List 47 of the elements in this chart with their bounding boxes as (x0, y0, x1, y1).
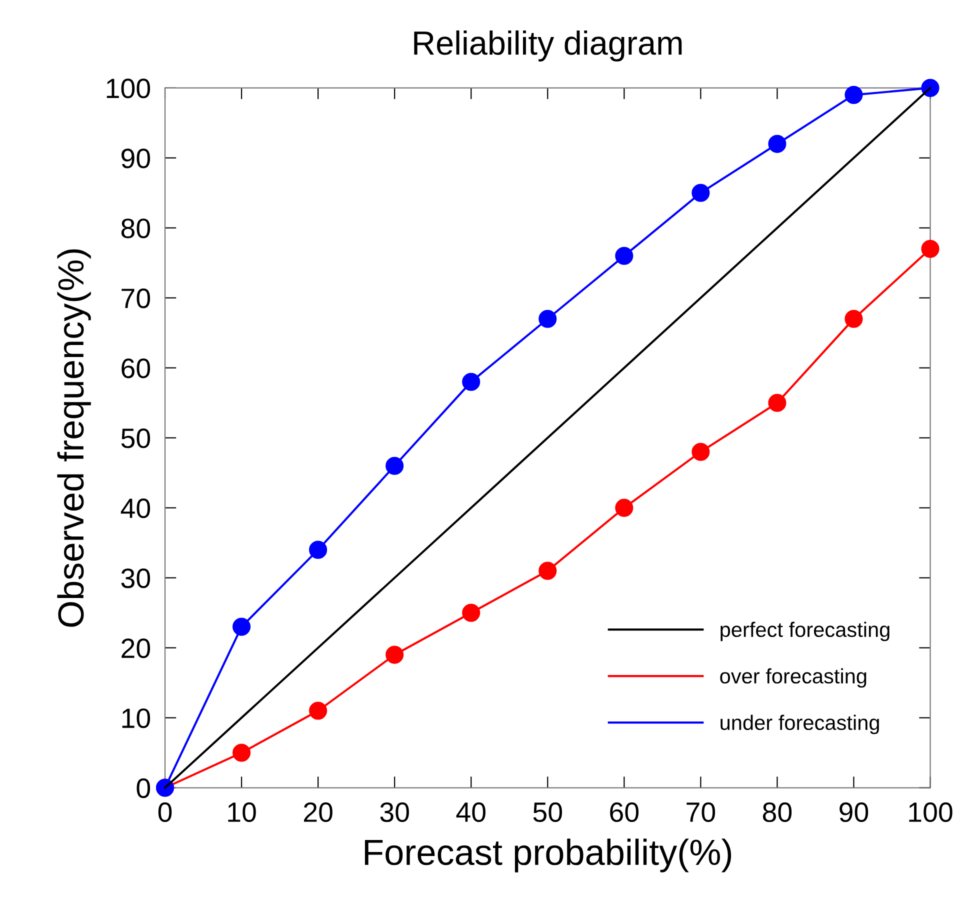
point (232, 618, 251, 636)
y-tick-label: 50 (121, 428, 150, 448)
point (462, 604, 480, 622)
point (386, 646, 404, 664)
point (462, 372, 480, 391)
y-axis-title: Observed frequency(%) (57, 249, 91, 627)
x-tick-label: 0 (158, 802, 172, 822)
point (768, 394, 786, 412)
chart-title: Reliability diagram (414, 30, 682, 62)
point (692, 184, 710, 202)
x-tick-label: 80 (762, 802, 792, 822)
point (768, 134, 786, 153)
point (538, 562, 557, 580)
x-tick-label: 90 (840, 802, 868, 822)
point (692, 442, 710, 461)
point (309, 702, 328, 720)
x-axis-title: Forecast probability(%) (364, 838, 732, 872)
x-tick-label: 50 (533, 802, 562, 822)
legend-label: perfect forecasting (720, 622, 890, 642)
x-tick-label: 10 (228, 802, 256, 822)
point (538, 310, 557, 328)
y-tick-label: 30 (121, 568, 150, 588)
x-tick-label: 60 (610, 802, 639, 822)
y-tick-label: 10 (122, 708, 150, 728)
y-tick-label: 100 (106, 78, 150, 98)
x-tick-label: 30 (380, 802, 409, 822)
legend-label: over forecasting (720, 668, 866, 688)
legend-label: under forecasting (720, 714, 879, 734)
y-tick-label: 40 (120, 498, 150, 518)
point (386, 456, 404, 475)
point (309, 540, 328, 559)
y-tick-label: 60 (122, 358, 150, 378)
y-tick-label: 20 (122, 638, 150, 658)
point (844, 310, 863, 328)
x-tick-label: 40 (456, 802, 486, 822)
point (921, 240, 940, 258)
y-tick-label: 70 (122, 288, 150, 308)
x-tick-label: 20 (304, 802, 332, 822)
x-tick-label: 100 (909, 802, 952, 822)
y-tick-label: 0 (136, 778, 150, 798)
x-tick-label: 70 (686, 802, 716, 822)
point (615, 498, 634, 517)
point (615, 246, 634, 265)
y-tick-label: 90 (122, 148, 150, 168)
y-tick-label: 80 (121, 218, 150, 238)
point (232, 744, 251, 762)
point (844, 86, 863, 104)
